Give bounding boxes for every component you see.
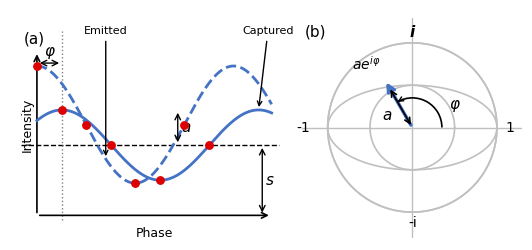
Text: $\varphi$: $\varphi$ [448, 98, 461, 114]
Text: s: s [265, 173, 273, 188]
Text: -i: -i [408, 216, 417, 230]
Text: 1: 1 [506, 120, 514, 134]
Text: i: i [410, 25, 415, 40]
Text: Phase: Phase [136, 227, 173, 240]
Text: a: a [181, 120, 191, 135]
Text: Intensity: Intensity [21, 98, 34, 152]
Text: Captured: Captured [242, 26, 294, 106]
Text: (b): (b) [304, 24, 326, 39]
Text: a: a [383, 108, 392, 122]
Text: $ae^{i\varphi}$: $ae^{i\varphi}$ [352, 55, 380, 73]
Text: (a): (a) [24, 31, 45, 46]
Text: Emitted: Emitted [84, 26, 128, 155]
Text: -1: -1 [296, 120, 310, 134]
Text: φ: φ [45, 44, 54, 59]
